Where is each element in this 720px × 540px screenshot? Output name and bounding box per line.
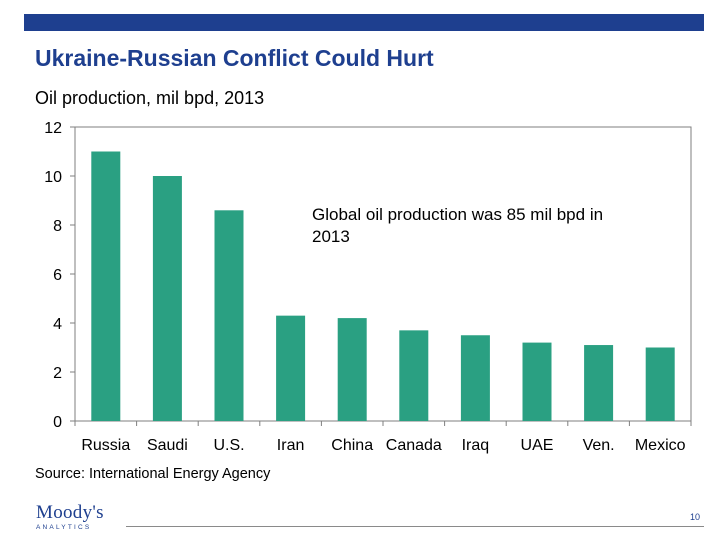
bar-canada: [399, 330, 429, 421]
y-tick-label: 2: [53, 365, 62, 382]
x-tick-label: China: [331, 437, 373, 454]
chart-subtitle: Oil production, mil bpd, 2013: [35, 88, 265, 108]
moodys-analytics-logo: Moody's ANALYTICS: [36, 502, 126, 531]
y-tick-label: 10: [44, 169, 62, 186]
bar-us: [214, 210, 244, 421]
x-tick-label: UAE: [521, 437, 554, 454]
y-tick-label: 6: [53, 267, 62, 284]
logo-wordmark: Moody's: [36, 502, 104, 523]
y-tick-label: 0: [53, 414, 62, 431]
bar-series: [91, 151, 675, 421]
y-tick-label: 8: [53, 218, 62, 235]
y-tick-label: 4: [53, 316, 62, 333]
bar-iraq: [460, 335, 490, 421]
top-band: [24, 14, 704, 31]
page-number: 10: [689, 512, 700, 522]
x-tick-label: Iraq: [462, 437, 490, 454]
slide-title: Ukraine-Russian Conflict Could Hurt: [35, 45, 434, 71]
x-tick-label: Canada: [386, 437, 442, 454]
bar-iran: [276, 315, 306, 421]
x-tick-label: Ven.: [583, 437, 615, 454]
x-tick-label: Mexico: [635, 437, 686, 454]
x-tick-label: U.S.: [213, 437, 244, 454]
logo-subtext: ANALYTICS: [36, 524, 92, 531]
bar-russia: [91, 151, 121, 421]
x-tick-label: Iran: [277, 437, 305, 454]
footer-divider: [126, 526, 704, 527]
bar-uae: [522, 342, 552, 421]
x-tick-label: Saudi: [147, 437, 188, 454]
y-axis: 0 2 4 6 8 10 12: [44, 120, 75, 431]
bar-saudi: [152, 176, 182, 421]
bar-china: [337, 318, 367, 421]
bar-ven: [584, 345, 614, 421]
x-tick-label: Russia: [81, 437, 130, 454]
bar-mexico: [645, 347, 675, 421]
y-tick-label: 12: [44, 120, 62, 137]
source-note: Source: International Energy Agency: [35, 466, 271, 482]
chart-annotation: Global oil production was 85 mil bpd in …: [312, 205, 604, 246]
x-axis: Russia Saudi U.S. Iran China Canada Iraq UAE Ven…: [74, 421, 692, 454]
